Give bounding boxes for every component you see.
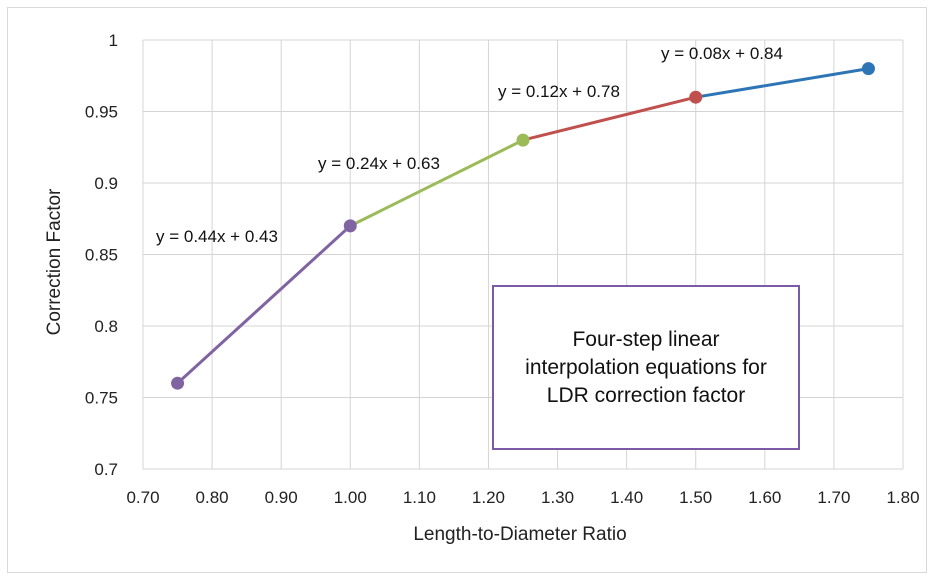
y-tick-label: 0.8	[94, 317, 118, 336]
y-tick-label: 1	[109, 31, 118, 50]
series-segment	[694, 67, 870, 99]
series-segment	[176, 224, 352, 385]
x-tick-label: 0.90	[265, 488, 298, 507]
x-tick-label: 1.30	[541, 488, 574, 507]
x-tick-label: 0.80	[196, 488, 229, 507]
y-tick-label: 0.7	[94, 460, 118, 479]
y-tick-label: 0.95	[85, 103, 118, 122]
y-tick-label: 0.75	[85, 389, 118, 408]
x-tick-label: 1.80	[886, 488, 919, 507]
y-tick-label: 0.9	[94, 174, 118, 193]
data-point	[516, 133, 530, 147]
equation-label: y = 0.24x + 0.63	[318, 154, 440, 173]
series-segment	[521, 95, 698, 142]
equation-label: y = 0.12x + 0.78	[498, 82, 620, 101]
chart-frame: 0.7 0.75 0.8 0.85 0.9 0.95 1 0.70 0.80 0.90 1.00 1…	[7, 7, 927, 573]
x-tick-label: 1.60	[748, 488, 781, 507]
x-tick-label: 1.00	[334, 488, 367, 507]
equation-label: y = 0.08x + 0.84	[661, 44, 783, 63]
equation-labels: y = 0.44x + 0.43 y = 0.24x + 0.63 y = 0.12…	[156, 44, 783, 246]
x-tick-label: 0.70	[126, 488, 159, 507]
x-tick-label: 1.50	[679, 488, 712, 507]
equation-label: y = 0.44x + 0.43	[156, 227, 278, 246]
y-axis-title: Correction Factor	[44, 188, 65, 335]
data-point	[343, 219, 357, 233]
series-lines	[176, 67, 870, 385]
data-point	[861, 62, 875, 76]
x-tick-label: 1.40	[610, 488, 643, 507]
annotation-box: Four-step linear interpolation equations…	[492, 285, 800, 450]
x-tick-label: 1.10	[403, 488, 436, 507]
series-segment	[348, 138, 525, 228]
data-point	[689, 90, 703, 104]
series-markers	[171, 62, 875, 390]
annotation-text: Four-step linear interpolation equations…	[525, 327, 767, 407]
data-point	[171, 376, 185, 390]
x-tick-label: 1.20	[472, 488, 505, 507]
x-tick-label: 1.70	[817, 488, 850, 507]
y-tick-labels: 0.7 0.75 0.8 0.85 0.9 0.95 1	[85, 31, 118, 479]
y-tick-label: 0.85	[85, 246, 118, 265]
x-tick-labels: 0.70 0.80 0.90 1.00 1.10 1.20 1.30 1.40 1.50 1.60…	[126, 488, 919, 507]
x-axis-title: Length-to-Diameter Ratio	[413, 524, 626, 545]
